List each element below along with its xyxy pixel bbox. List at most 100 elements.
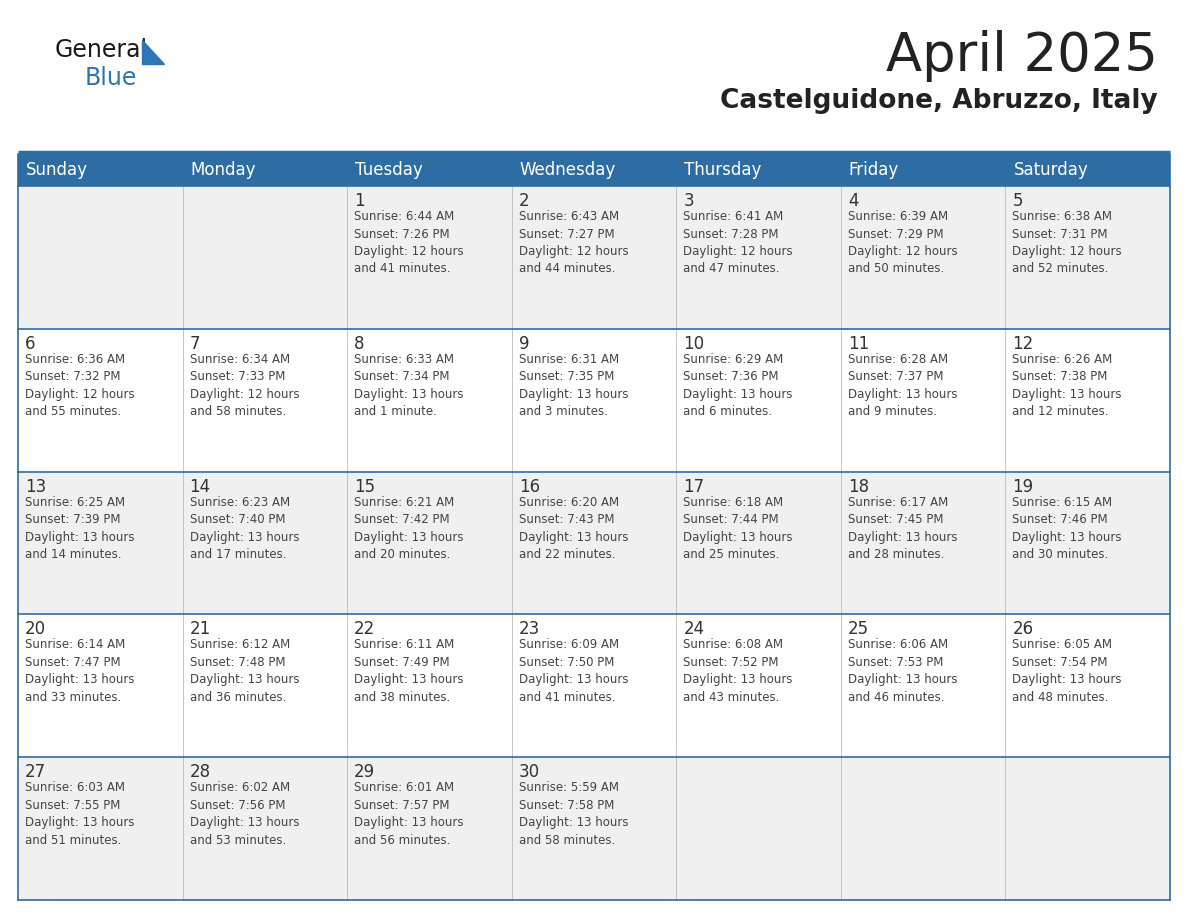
Bar <box>676 186 841 329</box>
Text: Saturday: Saturday <box>1013 161 1088 179</box>
Bar <box>18 329 183 472</box>
Text: 13: 13 <box>25 477 46 496</box>
Text: Blue: Blue <box>86 66 138 90</box>
Text: Sunday: Sunday <box>26 161 88 179</box>
Text: Sunrise: 6:17 AM
Sunset: 7:45 PM
Daylight: 13 hours
and 28 minutes.: Sunrise: 6:17 AM Sunset: 7:45 PM Dayligh… <box>848 496 958 561</box>
Bar <box>1005 186 1170 329</box>
Text: 26: 26 <box>1012 621 1034 638</box>
Text: Sunrise: 6:20 AM
Sunset: 7:43 PM
Daylight: 13 hours
and 22 minutes.: Sunrise: 6:20 AM Sunset: 7:43 PM Dayligh… <box>519 496 628 561</box>
Text: Tuesday: Tuesday <box>355 161 423 179</box>
Bar <box>18 614 183 757</box>
Bar <box>347 757 512 900</box>
Text: 12: 12 <box>1012 335 1034 353</box>
Text: Sunrise: 6:44 AM
Sunset: 7:26 PM
Daylight: 12 hours
and 41 minutes.: Sunrise: 6:44 AM Sunset: 7:26 PM Dayligh… <box>354 210 463 275</box>
Bar <box>841 186 1005 329</box>
Text: Sunrise: 6:09 AM
Sunset: 7:50 PM
Daylight: 13 hours
and 41 minutes.: Sunrise: 6:09 AM Sunset: 7:50 PM Dayligh… <box>519 638 628 704</box>
Text: 9: 9 <box>519 335 529 353</box>
Text: 14: 14 <box>190 477 210 496</box>
Bar <box>183 757 347 900</box>
Bar <box>841 614 1005 757</box>
Text: Sunrise: 6:02 AM
Sunset: 7:56 PM
Daylight: 13 hours
and 53 minutes.: Sunrise: 6:02 AM Sunset: 7:56 PM Dayligh… <box>190 781 299 846</box>
Bar <box>18 472 183 614</box>
Text: 11: 11 <box>848 335 870 353</box>
Bar <box>841 472 1005 614</box>
Text: Sunrise: 6:33 AM
Sunset: 7:34 PM
Daylight: 13 hours
and 1 minute.: Sunrise: 6:33 AM Sunset: 7:34 PM Dayligh… <box>354 353 463 419</box>
Bar <box>183 472 347 614</box>
Bar <box>1005 154 1170 186</box>
Text: 30: 30 <box>519 763 539 781</box>
Bar <box>676 614 841 757</box>
Text: Sunrise: 6:43 AM
Sunset: 7:27 PM
Daylight: 12 hours
and 44 minutes.: Sunrise: 6:43 AM Sunset: 7:27 PM Dayligh… <box>519 210 628 275</box>
Text: Monday: Monday <box>190 161 257 179</box>
Text: Sunrise: 6:01 AM
Sunset: 7:57 PM
Daylight: 13 hours
and 56 minutes.: Sunrise: 6:01 AM Sunset: 7:57 PM Dayligh… <box>354 781 463 846</box>
Text: Thursday: Thursday <box>684 161 762 179</box>
Text: 5: 5 <box>1012 192 1023 210</box>
Bar <box>347 154 512 186</box>
Bar <box>1005 329 1170 472</box>
Bar <box>1005 472 1170 614</box>
Text: Sunrise: 5:59 AM
Sunset: 7:58 PM
Daylight: 13 hours
and 58 minutes.: Sunrise: 5:59 AM Sunset: 7:58 PM Dayligh… <box>519 781 628 846</box>
Text: 15: 15 <box>354 477 375 496</box>
Text: Sunrise: 6:03 AM
Sunset: 7:55 PM
Daylight: 13 hours
and 51 minutes.: Sunrise: 6:03 AM Sunset: 7:55 PM Dayligh… <box>25 781 134 846</box>
Text: Sunrise: 6:05 AM
Sunset: 7:54 PM
Daylight: 13 hours
and 48 minutes.: Sunrise: 6:05 AM Sunset: 7:54 PM Dayligh… <box>1012 638 1121 704</box>
Text: 4: 4 <box>848 192 859 210</box>
Bar <box>18 186 183 329</box>
Text: 1: 1 <box>354 192 365 210</box>
Bar <box>676 154 841 186</box>
Text: 29: 29 <box>354 763 375 781</box>
Text: 10: 10 <box>683 335 704 353</box>
Text: Sunrise: 6:11 AM
Sunset: 7:49 PM
Daylight: 13 hours
and 38 minutes.: Sunrise: 6:11 AM Sunset: 7:49 PM Dayligh… <box>354 638 463 704</box>
Bar <box>512 154 676 186</box>
Text: Sunrise: 6:08 AM
Sunset: 7:52 PM
Daylight: 13 hours
and 43 minutes.: Sunrise: 6:08 AM Sunset: 7:52 PM Dayligh… <box>683 638 792 704</box>
Bar <box>512 614 676 757</box>
Text: April 2025: April 2025 <box>886 30 1158 82</box>
Text: 25: 25 <box>848 621 868 638</box>
Bar <box>676 757 841 900</box>
Text: Sunrise: 6:18 AM
Sunset: 7:44 PM
Daylight: 13 hours
and 25 minutes.: Sunrise: 6:18 AM Sunset: 7:44 PM Dayligh… <box>683 496 792 561</box>
Bar <box>347 472 512 614</box>
Text: 20: 20 <box>25 621 46 638</box>
Text: Sunrise: 6:14 AM
Sunset: 7:47 PM
Daylight: 13 hours
and 33 minutes.: Sunrise: 6:14 AM Sunset: 7:47 PM Dayligh… <box>25 638 134 704</box>
Text: 6: 6 <box>25 335 36 353</box>
Bar <box>512 329 676 472</box>
Bar <box>676 472 841 614</box>
Text: 28: 28 <box>190 763 210 781</box>
Text: Sunrise: 6:06 AM
Sunset: 7:53 PM
Daylight: 13 hours
and 46 minutes.: Sunrise: 6:06 AM Sunset: 7:53 PM Dayligh… <box>848 638 958 704</box>
Text: Sunrise: 6:34 AM
Sunset: 7:33 PM
Daylight: 12 hours
and 58 minutes.: Sunrise: 6:34 AM Sunset: 7:33 PM Dayligh… <box>190 353 299 419</box>
Bar <box>347 186 512 329</box>
Bar <box>18 757 183 900</box>
Text: Sunrise: 6:21 AM
Sunset: 7:42 PM
Daylight: 13 hours
and 20 minutes.: Sunrise: 6:21 AM Sunset: 7:42 PM Dayligh… <box>354 496 463 561</box>
Bar <box>841 329 1005 472</box>
Text: Sunrise: 6:38 AM
Sunset: 7:31 PM
Daylight: 12 hours
and 52 minutes.: Sunrise: 6:38 AM Sunset: 7:31 PM Dayligh… <box>1012 210 1121 275</box>
Bar <box>183 186 347 329</box>
Text: 7: 7 <box>190 335 200 353</box>
Text: Sunrise: 6:23 AM
Sunset: 7:40 PM
Daylight: 13 hours
and 17 minutes.: Sunrise: 6:23 AM Sunset: 7:40 PM Dayligh… <box>190 496 299 561</box>
Bar <box>841 757 1005 900</box>
Bar <box>347 614 512 757</box>
Bar <box>841 154 1005 186</box>
Bar <box>183 154 347 186</box>
Text: Sunrise: 6:15 AM
Sunset: 7:46 PM
Daylight: 13 hours
and 30 minutes.: Sunrise: 6:15 AM Sunset: 7:46 PM Dayligh… <box>1012 496 1121 561</box>
Text: 3: 3 <box>683 192 694 210</box>
Bar <box>183 329 347 472</box>
Text: 8: 8 <box>354 335 365 353</box>
Text: Sunrise: 6:25 AM
Sunset: 7:39 PM
Daylight: 13 hours
and 14 minutes.: Sunrise: 6:25 AM Sunset: 7:39 PM Dayligh… <box>25 496 134 561</box>
Bar <box>512 472 676 614</box>
Text: 21: 21 <box>190 621 210 638</box>
Text: Castelguidone, Abruzzo, Italy: Castelguidone, Abruzzo, Italy <box>720 88 1158 114</box>
Text: General: General <box>55 38 148 62</box>
Text: 2: 2 <box>519 192 530 210</box>
Bar <box>1005 757 1170 900</box>
Bar <box>512 186 676 329</box>
Text: Wednesday: Wednesday <box>519 161 615 179</box>
Bar <box>1005 614 1170 757</box>
Text: 22: 22 <box>354 621 375 638</box>
Text: Sunrise: 6:39 AM
Sunset: 7:29 PM
Daylight: 12 hours
and 50 minutes.: Sunrise: 6:39 AM Sunset: 7:29 PM Dayligh… <box>848 210 958 275</box>
Text: Sunrise: 6:26 AM
Sunset: 7:38 PM
Daylight: 13 hours
and 12 minutes.: Sunrise: 6:26 AM Sunset: 7:38 PM Dayligh… <box>1012 353 1121 419</box>
Text: Sunrise: 6:41 AM
Sunset: 7:28 PM
Daylight: 12 hours
and 47 minutes.: Sunrise: 6:41 AM Sunset: 7:28 PM Dayligh… <box>683 210 792 275</box>
Bar <box>676 329 841 472</box>
Text: 18: 18 <box>848 477 868 496</box>
Text: 27: 27 <box>25 763 46 781</box>
Text: Sunrise: 6:31 AM
Sunset: 7:35 PM
Daylight: 13 hours
and 3 minutes.: Sunrise: 6:31 AM Sunset: 7:35 PM Dayligh… <box>519 353 628 419</box>
Text: 19: 19 <box>1012 477 1034 496</box>
